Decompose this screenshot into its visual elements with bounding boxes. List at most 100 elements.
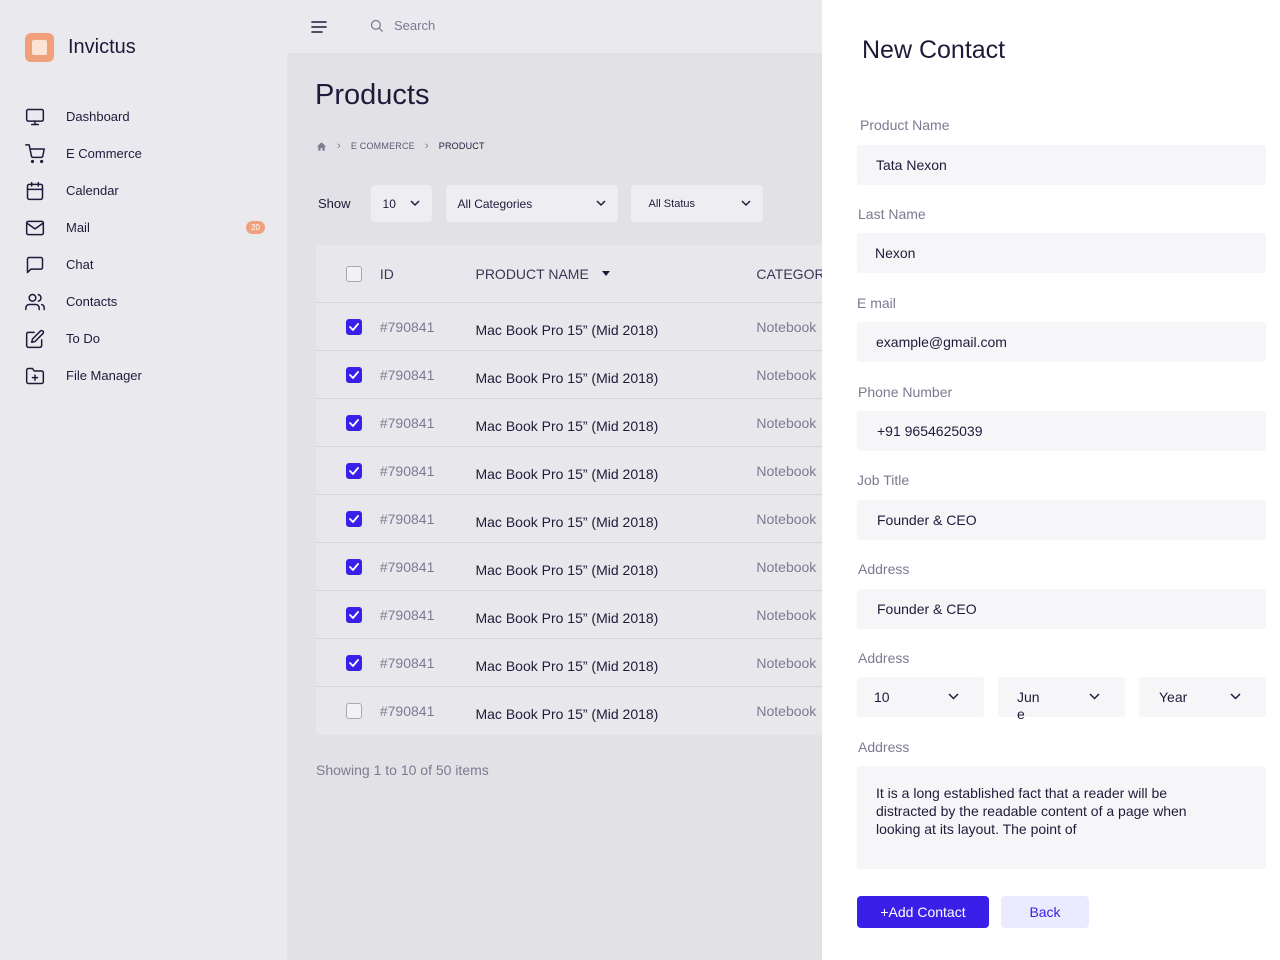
panel-title: New Contact (862, 36, 1006, 64)
chevron-down-icon (1089, 693, 1100, 700)
email-label: E mail (857, 295, 896, 311)
select-all-checkbox[interactable] (346, 265, 362, 282)
sidebar-item-mail[interactable]: Mail 20 (25, 209, 265, 246)
table-row[interactable]: #790841 Mac Book Pro 15” (Mid 2018) Notebo… (316, 351, 822, 399)
row-checkbox[interactable] (346, 606, 362, 623)
phone-label: Phone Number (858, 384, 953, 400)
year-select[interactable]: Year (1139, 677, 1266, 717)
row-id: #790841 (379, 510, 435, 527)
users-icon (25, 293, 45, 310)
check-icon (349, 418, 359, 427)
sidebar-item-chat[interactable]: Chat (25, 246, 265, 283)
calendar-icon (26, 181, 44, 200)
chevron-down-icon (1230, 693, 1241, 700)
app-name: Invictus (68, 36, 136, 58)
table-row[interactable]: #790841 Mac Book Pro 15” (Mid 2018) Notebo… (316, 639, 822, 687)
row-product-name: Mac Book Pro 15” (Mid 2018) (475, 369, 659, 386)
products-table: ID PRODUCT NAME CATEGORY #790841 Mac Book… (316, 245, 822, 735)
table-row[interactable]: #790841 Mac Book Pro 15” (Mid 2018) Notebo… (316, 591, 822, 639)
row-check-cell (316, 558, 380, 575)
date-label: Address (858, 650, 910, 666)
page-size-select[interactable]: 10 (370, 185, 432, 222)
sidebar-item-label: Dashboard (66, 109, 130, 124)
month-select[interactable]: June (998, 677, 1125, 722)
row-checkbox[interactable] (346, 318, 362, 335)
brand-logo[interactable]: Invictus (25, 33, 136, 62)
row-id: #790841 (379, 606, 435, 623)
sidebar-item-file-manager[interactable]: File Manager (25, 357, 265, 394)
monitor-icon (25, 108, 45, 125)
home-icon[interactable] (316, 141, 327, 152)
row-check-cell (316, 318, 380, 335)
day-value: 10 (874, 689, 890, 705)
status-value: All Status (648, 197, 695, 210)
table-row[interactable]: #790841 Mac Book Pro 15” (Mid 2018) Notebo… (316, 495, 822, 543)
check-icon (349, 562, 359, 571)
product-name-field[interactable]: Tata Nexon (857, 145, 1266, 185)
breadcrumb-product: PRODUCT (438, 141, 485, 151)
back-button[interactable]: Back (1001, 896, 1089, 928)
phone-field[interactable]: +91 9654625039 (857, 411, 1266, 451)
row-checkbox[interactable] (346, 414, 362, 431)
hamburger-menu-icon[interactable] (311, 20, 327, 34)
chevron-down-icon (741, 200, 751, 207)
breadcrumb-ecommerce[interactable]: E COMMERCE (350, 141, 415, 151)
page-size-value: 10 (382, 196, 396, 211)
check-icon (349, 658, 359, 667)
filters-bar: Show 10 All Categories All Status (318, 185, 763, 222)
sidebar-item-ecommerce[interactable]: E Commerce (25, 135, 265, 172)
year-value: Year (1159, 689, 1188, 705)
row-product-name: Mac Book Pro 15” (Mid 2018) (475, 465, 659, 482)
status-select[interactable]: All Status (630, 185, 763, 222)
row-category: Notebook (756, 414, 817, 431)
notes-textarea[interactable]: It is a long established fact that a rea… (857, 766, 1266, 869)
row-checkbox[interactable] (346, 510, 362, 527)
sidebar-item-todo[interactable]: To Do (25, 320, 265, 357)
notes-value: It is a long established fact that a rea… (876, 785, 1187, 837)
table-row[interactable]: #790841 Mac Book Pro 15” (Mid 2018) Notebo… (316, 687, 822, 735)
sidebar-item-label: Contacts (66, 294, 118, 309)
day-select[interactable]: 10 (857, 677, 984, 717)
row-product-name: Mac Book Pro 15” (Mid 2018) (475, 706, 659, 722)
row-checkbox[interactable] (346, 654, 362, 671)
job-title-field[interactable]: Founder & CEO (857, 500, 1266, 540)
row-checkbox[interactable] (346, 462, 362, 479)
check-icon (349, 514, 359, 523)
sort-caret-icon (601, 271, 610, 276)
job-title-label: Job Title (857, 472, 910, 488)
row-category: Notebook (756, 558, 817, 575)
last-name-label: Last Name (858, 206, 926, 222)
row-id: #790841 (379, 414, 435, 431)
sidebar-item-label: E Commerce (66, 146, 142, 161)
add-contact-button[interactable]: +Add Contact (857, 896, 989, 928)
sidebar-nav: Dashboard E Commerce Calendar Mail 20 Ch… (25, 98, 265, 394)
chat-icon (26, 256, 44, 273)
check-icon (349, 322, 359, 331)
row-id: #790841 (379, 703, 435, 719)
sidebar-item-calendar[interactable]: Calendar (25, 172, 265, 209)
category-select[interactable]: All Categories (445, 185, 618, 222)
row-id: #790841 (379, 366, 435, 383)
table-row[interactable]: #790841 Mac Book Pro 15” (Mid 2018) Notebo… (316, 303, 822, 351)
top-bar: Search (287, 0, 822, 53)
sidebar-item-dashboard[interactable]: Dashboard (25, 98, 265, 135)
row-check-cell (316, 366, 380, 383)
row-checkbox[interactable] (346, 366, 362, 383)
table-row[interactable]: #790841 Mac Book Pro 15” (Mid 2018) Notebo… (316, 399, 822, 447)
address-field[interactable]: Founder & CEO (857, 589, 1266, 629)
table-row[interactable]: #790841 Mac Book Pro 15” (Mid 2018) Notebo… (316, 447, 822, 495)
sidebar-item-label: Calendar (66, 183, 119, 198)
breadcrumb: › E COMMERCE › PRODUCT (316, 140, 485, 152)
email-field[interactable]: example@gmail.com (857, 322, 1266, 362)
chevron-down-icon (410, 200, 420, 207)
header-product-name[interactable]: PRODUCT NAME (475, 266, 756, 282)
row-check-cell (316, 510, 380, 527)
last-name-field[interactable]: Nexon (857, 233, 1266, 273)
search-input[interactable]: Search (369, 18, 435, 33)
table-row[interactable]: #790841 Mac Book Pro 15” (Mid 2018) Notebo… (316, 543, 822, 591)
folder-plus-icon (25, 367, 45, 384)
sidebar-item-contacts[interactable]: Contacts (25, 283, 265, 320)
row-checkbox[interactable] (346, 703, 362, 719)
row-id: #790841 (379, 558, 435, 575)
row-checkbox[interactable] (346, 558, 362, 575)
